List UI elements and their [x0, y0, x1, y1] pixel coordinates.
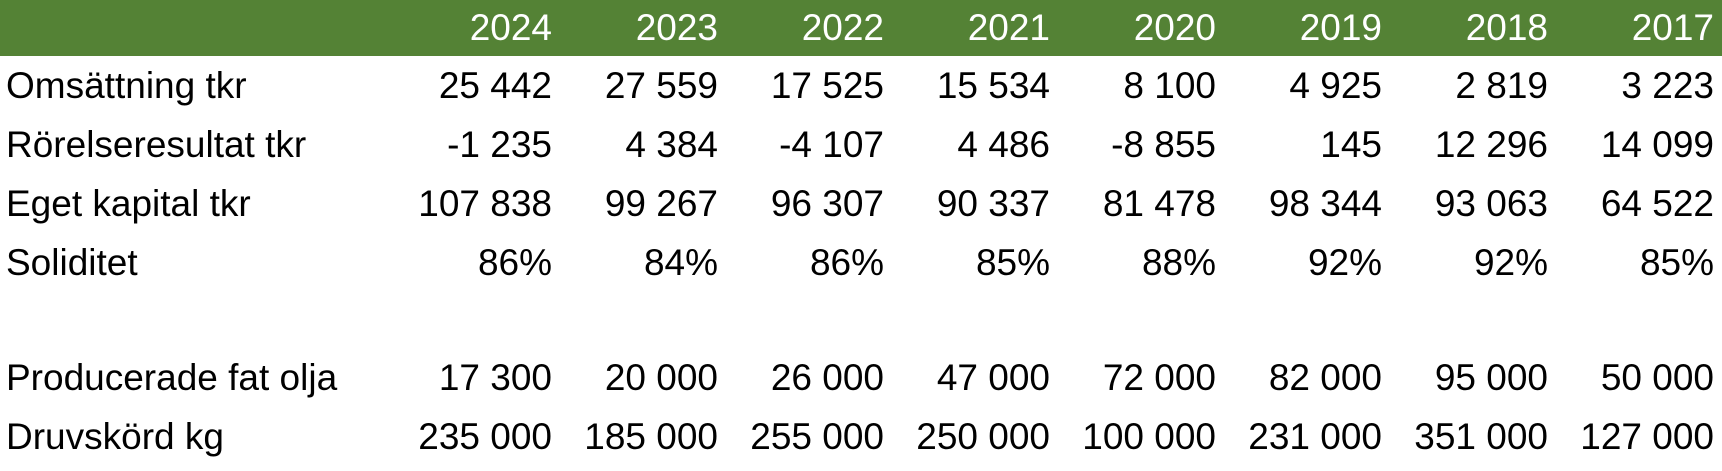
value-cell: 88% — [1141, 241, 1216, 283]
value-cell: 250 000 — [916, 415, 1050, 457]
year-header-cell: 2024 — [469, 7, 552, 48]
value-cell: 72 000 — [1102, 356, 1216, 398]
value-cell: 90 337 — [936, 182, 1050, 224]
value-cell: 255 000 — [750, 415, 884, 457]
table-row: Producerade fat olja 17 300 20 000 26 00… — [0, 348, 1722, 407]
value-cell: 50 000 — [1600, 356, 1714, 398]
value-cell: 82 000 — [1268, 356, 1382, 398]
value-cell: 8 100 — [1123, 64, 1216, 106]
value-cell: 231 000 — [1248, 415, 1382, 457]
value-cell: 20 000 — [604, 356, 718, 398]
year-header-cell: 2018 — [1465, 7, 1548, 48]
year-header-cell: 2022 — [801, 7, 884, 48]
value-cell: 26 000 — [770, 356, 884, 398]
value-cell: 85% — [1639, 241, 1714, 283]
row-label: Soliditet — [6, 241, 138, 283]
row-label: Producerade fat olja — [6, 356, 338, 398]
table-row: Soliditet 86% 84% 86% 85% 88% 92% 92% 85… — [0, 233, 1722, 292]
spacer-row — [0, 292, 1722, 348]
value-cell: 85% — [975, 241, 1050, 283]
year-header-cell: 2019 — [1299, 7, 1382, 48]
header-corner-cell — [0, 0, 394, 56]
year-header-cell: 2023 — [635, 7, 718, 48]
value-cell: 84% — [643, 241, 718, 283]
year-header-row: 2024 2023 2022 2021 2020 2019 2018 2017 — [0, 0, 1722, 56]
table-row: Eget kapital tkr 107 838 99 267 96 307 9… — [0, 174, 1722, 233]
year-header-cell: 2021 — [967, 7, 1050, 48]
value-cell: 351 000 — [1414, 415, 1548, 457]
row-label: Druvskörd kg — [6, 415, 224, 457]
row-label: Omsättning tkr — [6, 64, 247, 106]
value-cell: 100 000 — [1082, 415, 1216, 457]
value-cell: -8 855 — [1111, 123, 1216, 165]
spacer-cell — [0, 292, 1722, 348]
value-cell: 3 223 — [1621, 64, 1714, 106]
value-cell: 2 819 — [1455, 64, 1548, 106]
value-cell: 107 838 — [418, 182, 552, 224]
table-row: Omsättning tkr 25 442 27 559 17 525 15 5… — [0, 56, 1722, 115]
value-cell: 17 300 — [438, 356, 552, 398]
value-cell: 98 344 — [1268, 182, 1382, 224]
value-cell: 27 559 — [604, 64, 718, 106]
value-cell: 145 — [1320, 123, 1382, 165]
year-header-cell: 2020 — [1133, 7, 1216, 48]
value-cell: 64 522 — [1600, 182, 1714, 224]
value-cell: 96 307 — [770, 182, 884, 224]
value-cell: 92% — [1473, 241, 1548, 283]
value-cell: 4 384 — [625, 123, 718, 165]
row-label: Rörelseresultat tkr — [6, 123, 307, 165]
value-cell: 185 000 — [584, 415, 718, 457]
table-row: Rörelseresultat tkr -1 235 4 384 -4 107 … — [0, 115, 1722, 174]
value-cell: 92% — [1307, 241, 1382, 283]
value-cell: 25 442 — [438, 64, 552, 106]
value-cell: 15 534 — [936, 64, 1050, 106]
value-cell: 86% — [809, 241, 884, 283]
value-cell: 4 925 — [1289, 64, 1382, 106]
table-row: Druvskörd kg 235 000 185 000 255 000 250… — [0, 407, 1722, 466]
value-cell: 99 267 — [604, 182, 718, 224]
value-cell: 235 000 — [418, 415, 552, 457]
row-label: Eget kapital tkr — [6, 182, 251, 224]
value-cell: 47 000 — [936, 356, 1050, 398]
year-header-cell: 2017 — [1631, 7, 1714, 48]
value-cell: 86% — [477, 241, 552, 283]
value-cell: 93 063 — [1434, 182, 1548, 224]
value-cell: 14 099 — [1600, 123, 1714, 165]
value-cell: 127 000 — [1580, 415, 1714, 457]
value-cell: 17 525 — [770, 64, 884, 106]
value-cell: 95 000 — [1434, 356, 1548, 398]
value-cell: 81 478 — [1102, 182, 1216, 224]
value-cell: 4 486 — [957, 123, 1050, 165]
value-cell: -1 235 — [447, 123, 552, 165]
value-cell: 12 296 — [1434, 123, 1548, 165]
value-cell: -4 107 — [779, 123, 884, 165]
